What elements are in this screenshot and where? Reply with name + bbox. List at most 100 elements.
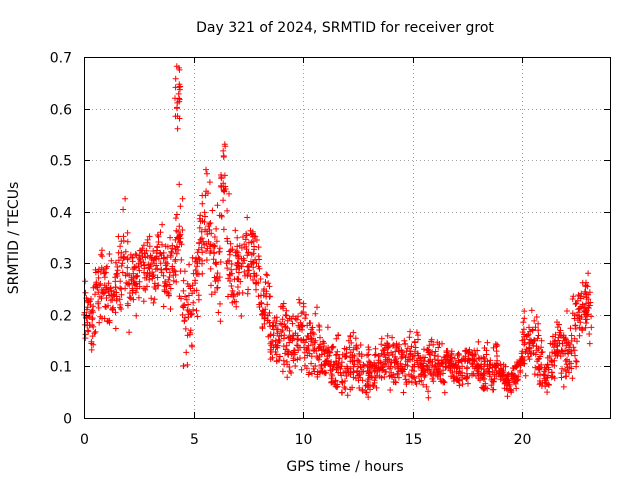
data-point bbox=[316, 353, 323, 360]
data-point bbox=[372, 351, 379, 358]
data-point bbox=[410, 374, 417, 381]
data-point bbox=[564, 339, 571, 346]
data-point bbox=[99, 247, 105, 254]
data-point bbox=[184, 361, 191, 368]
data-point bbox=[238, 263, 245, 270]
data-point bbox=[492, 341, 499, 347]
data-point bbox=[530, 342, 537, 349]
data-point bbox=[273, 351, 280, 358]
data-point bbox=[423, 362, 430, 369]
data-point bbox=[371, 363, 378, 370]
data-point bbox=[378, 335, 385, 342]
data-point bbox=[333, 358, 339, 365]
data-point bbox=[266, 283, 273, 290]
data-point bbox=[572, 322, 579, 329]
data-point bbox=[209, 207, 216, 214]
data-point bbox=[481, 370, 488, 376]
data-point bbox=[253, 260, 260, 267]
data-point bbox=[180, 277, 187, 284]
data-point bbox=[403, 381, 410, 388]
data-point bbox=[234, 284, 241, 290]
data-point bbox=[147, 252, 154, 259]
data-point bbox=[359, 377, 366, 384]
data-point bbox=[186, 261, 193, 268]
data-point bbox=[583, 279, 589, 286]
data-point bbox=[172, 113, 179, 120]
data-point bbox=[404, 345, 411, 352]
data-point bbox=[277, 353, 283, 360]
data-point bbox=[442, 358, 449, 365]
data-point bbox=[532, 324, 539, 331]
data-point bbox=[113, 270, 120, 277]
data-point bbox=[432, 348, 439, 355]
data-point bbox=[416, 355, 423, 362]
data-point bbox=[260, 309, 267, 316]
data-point bbox=[95, 298, 102, 305]
data-point bbox=[372, 367, 379, 374]
data-point bbox=[356, 385, 363, 391]
data-point bbox=[244, 290, 251, 297]
data-point bbox=[389, 334, 396, 341]
data-point bbox=[579, 327, 586, 334]
data-point bbox=[415, 332, 421, 339]
data-point bbox=[301, 349, 308, 356]
data-point bbox=[112, 325, 119, 332]
data-point bbox=[256, 265, 263, 272]
data-point bbox=[284, 361, 291, 368]
data-point bbox=[102, 286, 109, 293]
data-point bbox=[562, 358, 569, 364]
data-point bbox=[500, 361, 507, 368]
data-point bbox=[420, 372, 427, 379]
data-point bbox=[521, 360, 528, 367]
data-point bbox=[330, 362, 337, 369]
data-point bbox=[279, 368, 286, 375]
data-point bbox=[295, 347, 302, 353]
data-point bbox=[514, 377, 521, 384]
data-point bbox=[135, 294, 142, 301]
data-point bbox=[520, 319, 527, 326]
data-point bbox=[387, 387, 394, 393]
y-tick-label: 0.4 bbox=[50, 206, 72, 222]
data-point bbox=[471, 358, 478, 365]
data-point bbox=[292, 363, 299, 369]
y-tick-label: 0.6 bbox=[50, 103, 72, 119]
data-point bbox=[481, 355, 488, 362]
data-point bbox=[296, 296, 302, 303]
data-point bbox=[422, 367, 429, 374]
data-point bbox=[211, 243, 218, 250]
data-point bbox=[570, 293, 577, 300]
data-point bbox=[278, 332, 285, 339]
data-point bbox=[335, 355, 342, 362]
data-point bbox=[238, 313, 245, 319]
data-point bbox=[387, 363, 394, 370]
data-point bbox=[519, 355, 526, 361]
data-point bbox=[267, 332, 274, 339]
data-point bbox=[513, 385, 520, 392]
data-point bbox=[519, 337, 526, 344]
data-point bbox=[115, 249, 122, 256]
data-point bbox=[328, 379, 335, 386]
data-point bbox=[437, 371, 444, 378]
data-point bbox=[329, 344, 336, 351]
data-point bbox=[144, 283, 150, 290]
data-point bbox=[332, 352, 339, 359]
x-axis-label: GPS time / hours bbox=[286, 459, 403, 475]
data-point bbox=[450, 360, 457, 367]
data-point bbox=[239, 260, 246, 267]
data-point bbox=[175, 247, 182, 253]
data-point bbox=[103, 304, 109, 310]
data-point bbox=[491, 363, 498, 370]
data-point bbox=[192, 267, 199, 274]
data-point bbox=[233, 266, 240, 273]
data-point bbox=[343, 350, 350, 357]
data-point bbox=[252, 256, 259, 263]
data-point bbox=[573, 358, 580, 365]
data-point bbox=[98, 251, 104, 258]
data-point bbox=[494, 362, 501, 369]
data-point bbox=[164, 254, 171, 261]
data-point bbox=[160, 272, 167, 279]
data-point bbox=[280, 357, 287, 364]
data-point bbox=[229, 287, 236, 294]
data-point bbox=[124, 238, 131, 245]
